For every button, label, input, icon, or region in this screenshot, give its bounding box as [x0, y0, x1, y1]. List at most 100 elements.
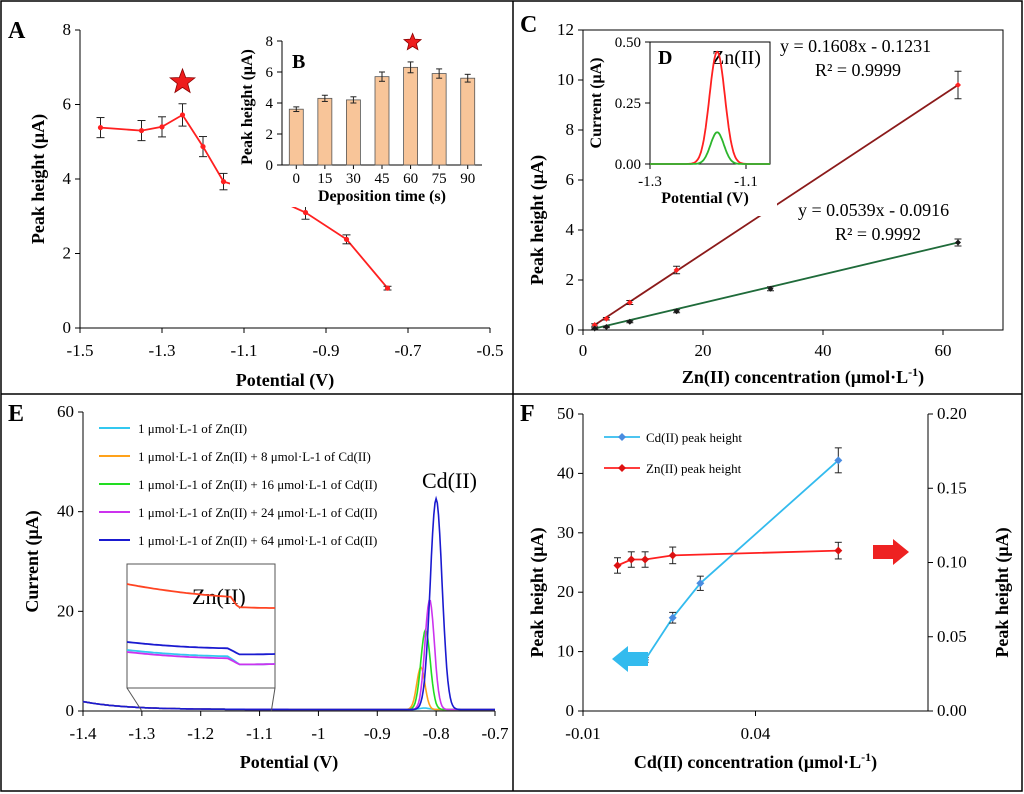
panel-c-ytick-label: 4	[566, 220, 575, 239]
panel-c-point-upper	[591, 322, 598, 328]
panel-f-ytick-label: 10	[557, 642, 574, 661]
panel-b-bar	[460, 77, 476, 166]
panel-c-ytick-label: 8	[566, 120, 575, 139]
panel-e-xtick-label: -1.1	[246, 724, 273, 743]
panel-c-ytick-label: 10	[557, 70, 574, 89]
panel-d-curve-green	[650, 131, 770, 165]
panel-f-xlabel-end: )	[871, 752, 877, 773]
panel-c-point-lower	[955, 239, 961, 246]
panel-d-annotation: Zn(II)	[712, 47, 761, 69]
panel-e-ylabel: Current (μA)	[22, 510, 43, 612]
panel-f-xtick-label: 0.04	[741, 724, 771, 743]
panel-b-xtick-label: 0	[293, 171, 301, 187]
panel-c-xlabel-sup: -1	[908, 365, 918, 379]
panel-c-xtick-label: 40	[815, 341, 832, 360]
panel-e-xtick-label: -1.3	[128, 724, 155, 743]
panel-c-xlabel-end: )	[918, 367, 924, 388]
panel-e-ytick-label: 20	[57, 601, 74, 620]
panel-b-bar	[288, 108, 304, 166]
panel-e-ytick-label: 0	[66, 701, 75, 720]
panel-a-xlabel: Potential (V)	[236, 370, 334, 391]
panel-e-xtick-label: -1.2	[187, 724, 214, 743]
panel-a-xtick-label: -1.3	[149, 341, 176, 360]
panel-c-r2-upper: R² = 0.9999	[815, 60, 901, 80]
panel-d-ylabel: Current (μA)	[588, 58, 605, 149]
panel-c-ytick-label: 6	[566, 170, 575, 189]
panel-b: B 0 2 4 6 8 0 15 30 45 60 75 90 Deposition time (s) Pe…	[230, 32, 490, 207]
panel-d-ytick-label: 0.25	[615, 96, 641, 112]
panel-e-xtick-label: -1.4	[70, 724, 97, 743]
panel-a: A 0 2 4 6 8 -1.5 -1.3 -1.1 -0.9 -0.7 -0.5 Potential …	[8, 18, 503, 391]
panel-c-fit-line-lower	[594, 241, 959, 330]
panel-c-r2-lower: R² = 0.9992	[835, 224, 921, 244]
panel-f-legend-marker-0	[618, 433, 626, 441]
panel-f-xlabel: Cd(II) concentration (μmol·L-1)	[634, 750, 877, 773]
panel-b-star-icon	[402, 32, 423, 51]
panel-a-point	[97, 124, 104, 131]
panel-f-xtick-label: -0.01	[565, 724, 600, 743]
panel-c-point-lower	[626, 318, 633, 325]
panel-a-letter: A	[8, 18, 26, 44]
panel-d-ytick-label: 0.50	[615, 35, 641, 51]
panel-b-ytick-label: 0	[266, 158, 274, 174]
panel-e-legend-label-3: 1 μmol·L-1 of Zn(II) + 24 μmol·L-1 of Cd…	[138, 505, 377, 520]
panel-a-ytick-label: 0	[63, 318, 72, 337]
panel-a-point	[220, 179, 227, 185]
panel-a-series-line	[100, 113, 389, 289]
panel-e-xlabel: Potential (V)	[240, 752, 338, 773]
panel-e-curve-4	[82, 495, 495, 711]
panel-a-ytick-label: 6	[63, 95, 72, 114]
panel-b-xtick-label: 60	[403, 171, 418, 187]
panel-c-ytick-label: 12	[557, 20, 574, 39]
panel-c-point-upper	[673, 267, 680, 273]
panel-f-ytick-label: 50	[557, 404, 574, 423]
panel-a-ytick-label: 4	[63, 169, 72, 188]
panel-a-ylabel: Peak height (μA)	[28, 114, 49, 244]
panel-f-line-0	[644, 459, 839, 661]
panel-c-point-lower	[673, 308, 680, 315]
panel-c: C 0 2 4 6 8 10 12 0 20 40 60 Zn(II) concentration (μ…	[520, 12, 1004, 388]
panel-c-point-upper	[603, 315, 610, 322]
panel-f-legend-label-1: Zn(II) peak height	[646, 461, 742, 476]
panel-e-legend-label-0: 1 μmol·L-1 of Zn(II)	[138, 421, 247, 436]
panel-b-ytick-label: 8	[266, 34, 274, 50]
panel-c-point-lower	[767, 285, 774, 292]
panel-d-background	[595, 36, 777, 216]
panel-b-xtick-label: 90	[460, 171, 475, 187]
panel-d-xlabel: Potential (V)	[661, 190, 749, 207]
panel-f-right-ytick-label: 0.20	[937, 404, 967, 423]
panel-e-xtick-label: -1	[311, 724, 325, 743]
panel-e-xtick-label: -0.7	[482, 724, 509, 743]
panel-c-equation-upper: y = 0.1608x - 0.1231	[780, 36, 931, 56]
panel-e-inset-curve-3	[126, 651, 276, 666]
panel-e-zoom-inset	[126, 563, 276, 689]
panel-e-zoom-connector-right	[270, 687, 276, 712]
panel-c-letter: C	[520, 12, 537, 38]
panel-a-point	[302, 209, 309, 216]
panel-f-point-1	[627, 555, 636, 564]
panel-a-xtick-label: -0.5	[477, 341, 504, 360]
panel-f-ytick-label: 20	[557, 582, 574, 601]
panel-e-legend-label-4: 1 μmol·L-1 of Zn(II) + 64 μmol·L-1 of Cd…	[138, 533, 377, 548]
panel-b-bar	[403, 66, 418, 166]
panel-f-xlabel-main: Cd(II) concentration (μmol·L	[634, 752, 861, 773]
panel-c-ylabel: Peak height (μA)	[527, 155, 548, 285]
panel-f-right-ytick-label: 0.15	[937, 478, 967, 497]
panel-e: E 0 20 40 60 -1.4 -1.3 -1.2 -1.1 -1 -0.9 -0.8 -0.7 Po…	[8, 401, 509, 773]
panel-b-xtick-label: 30	[346, 171, 361, 187]
panel-b-letter: B	[292, 51, 305, 73]
panel-e-legend-label-1: 1 μmol·L-1 of Zn(II) + 8 μmol·L-1 of Cd(…	[138, 449, 371, 464]
panel-e-ytick-label: 40	[57, 502, 74, 521]
panel-f-ytick-label: 40	[557, 463, 574, 482]
panel-c-xlabel-main: Zn(II) concentration (μmol·L	[682, 367, 908, 388]
panel-b-xtick-label: 75	[432, 171, 447, 187]
panel-a-star-icon	[169, 67, 196, 94]
panel-a-xtick-label: -1.1	[231, 341, 258, 360]
panel-b-bar	[346, 99, 361, 166]
panel-e-letter: E	[8, 401, 24, 427]
panel-a-xtick-label: -0.7	[395, 341, 422, 360]
panel-c-point-upper	[626, 299, 633, 306]
panel-a-xtick-label: -1.5	[67, 341, 94, 360]
